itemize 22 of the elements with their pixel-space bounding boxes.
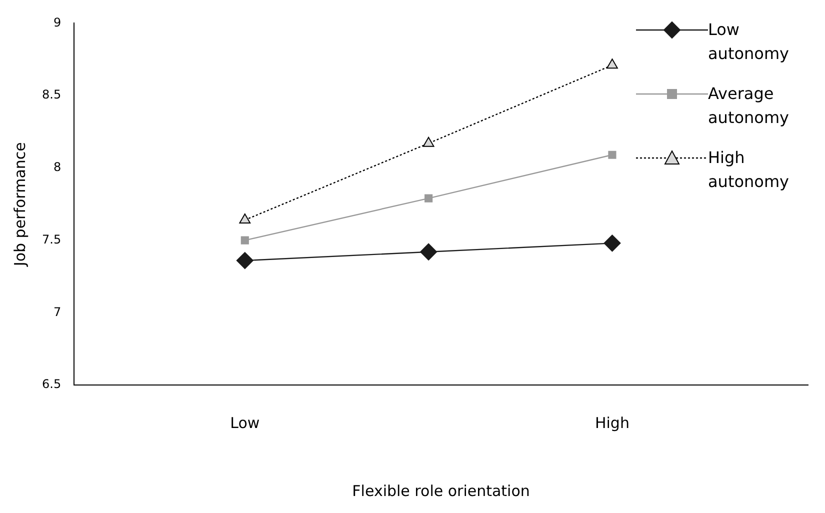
y-tick-label: 6.5 bbox=[42, 377, 62, 392]
y-tick-label: 7.5 bbox=[42, 232, 62, 246]
point bbox=[236, 252, 254, 270]
x-axis-title: Flexible role orientation bbox=[352, 482, 530, 500]
y-tick-label: 7 bbox=[53, 304, 62, 319]
point bbox=[604, 234, 621, 252]
point bbox=[422, 136, 434, 147]
legend-label: High autonomy bbox=[708, 147, 790, 193]
point bbox=[240, 236, 249, 244]
point bbox=[239, 214, 251, 224]
y-tick-label: 9 bbox=[53, 15, 62, 30]
legend-label: Low autonomy bbox=[708, 19, 790, 65]
point bbox=[606, 58, 618, 69]
y-tick-label: 8 bbox=[53, 160, 62, 174]
point bbox=[608, 150, 616, 159]
point bbox=[424, 194, 433, 202]
point bbox=[420, 243, 438, 260]
y-axis-title: Job performance bbox=[10, 142, 29, 268]
y-tick-label: 8.5 bbox=[42, 88, 62, 102]
x-tick-label: High bbox=[594, 414, 630, 432]
x-tick-label: Low bbox=[230, 414, 260, 432]
legend-label: Average autonomy bbox=[708, 83, 790, 129]
